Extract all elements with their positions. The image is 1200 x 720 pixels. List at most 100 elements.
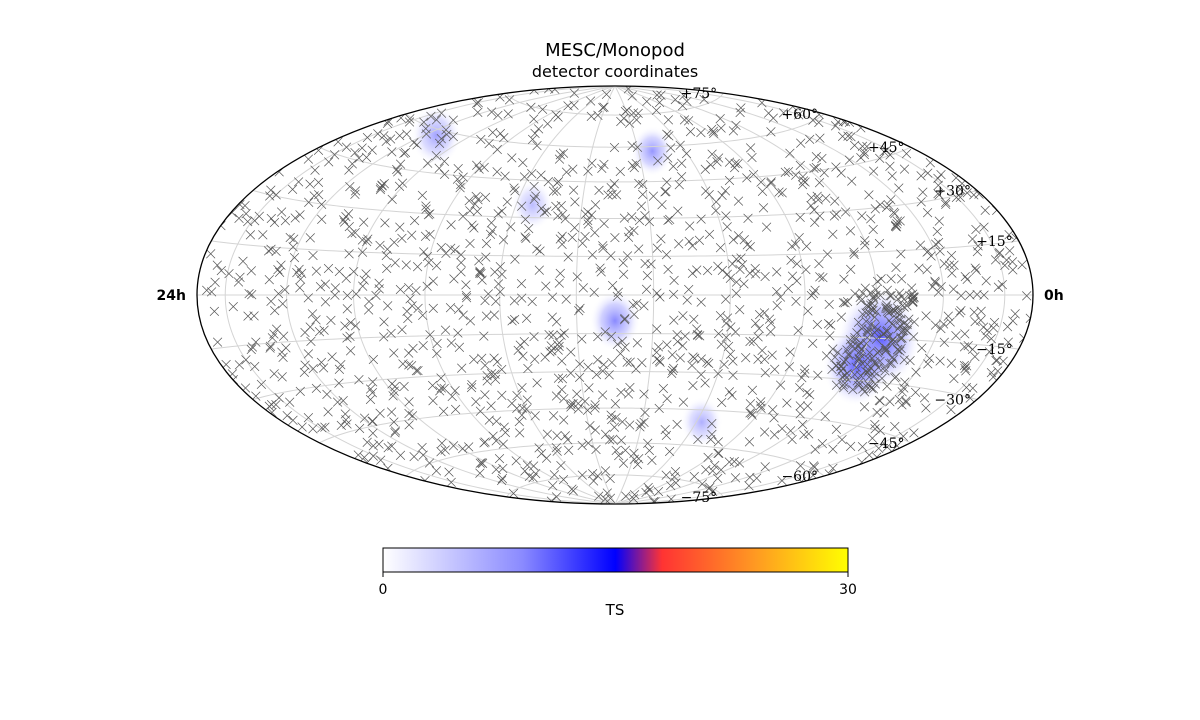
- event-marker: [587, 468, 598, 479]
- event-marker: [471, 98, 482, 108]
- event-marker: [374, 284, 384, 294]
- event-marker: [634, 244, 644, 254]
- event-marker: [368, 416, 378, 426]
- event-marker: [721, 318, 731, 328]
- event-marker: [795, 401, 805, 411]
- event-marker: [479, 162, 489, 173]
- event-marker: [424, 458, 435, 468]
- event-marker: [855, 349, 865, 359]
- event-marker: [759, 308, 770, 318]
- event-marker: [327, 352, 337, 362]
- event-marker: [723, 341, 734, 352]
- event-marker: [967, 234, 978, 244]
- event-marker: [646, 259, 656, 269]
- event-marker: [598, 102, 608, 113]
- event-marker: [855, 292, 865, 303]
- event-marker: [876, 274, 886, 284]
- event-marker: [486, 369, 497, 379]
- event-marker: [860, 283, 870, 293]
- event-marker: [713, 448, 723, 459]
- event-marker: [665, 214, 675, 225]
- event-marker: [480, 295, 490, 306]
- event-marker: [512, 390, 522, 401]
- event-marker: [777, 188, 787, 198]
- event-marker: [972, 246, 983, 257]
- event-marker: [350, 321, 361, 331]
- event-marker: [622, 357, 632, 367]
- event-marker: [943, 311, 953, 321]
- event-marker: [944, 260, 955, 270]
- event-marker: [345, 331, 355, 341]
- event-marker: [224, 268, 234, 279]
- event-marker: [993, 282, 1004, 292]
- event-marker: [404, 360, 414, 370]
- event-marker: [572, 389, 582, 399]
- ra-label-right: 0h: [1044, 288, 1064, 304]
- event-marker: [587, 158, 597, 168]
- event-marker: [340, 409, 350, 419]
- event-marker: [884, 200, 894, 211]
- event-marker: [993, 366, 1003, 376]
- event-marker: [320, 297, 331, 307]
- event-marker: [417, 442, 427, 453]
- event-marker: [716, 465, 726, 475]
- event-marker: [526, 102, 536, 112]
- event-marker: [932, 226, 942, 237]
- event-marker: [530, 128, 540, 139]
- event-marker: [320, 422, 330, 432]
- event-marker: [859, 147, 869, 157]
- event-marker: [899, 164, 910, 174]
- event-marker: [700, 378, 710, 388]
- event-marker: [794, 233, 804, 243]
- dec-label: +15°: [976, 234, 1013, 250]
- event-marker: [815, 133, 825, 143]
- event-marker: [674, 180, 684, 190]
- event-marker: [556, 200, 566, 211]
- event-marker: [970, 263, 980, 273]
- event-marker: [318, 363, 329, 373]
- event-marker: [387, 194, 397, 205]
- event-marker: [842, 368, 852, 379]
- event-marker: [542, 429, 553, 439]
- event-marker: [566, 347, 576, 357]
- event-marker: [961, 382, 972, 393]
- event-marker: [394, 181, 405, 191]
- event-marker: [475, 406, 486, 416]
- event-marker: [896, 334, 906, 344]
- grid-meridian: [224, 86, 612, 504]
- event-marker: [933, 237, 944, 248]
- event-marker: [670, 466, 681, 477]
- event-marker: [875, 153, 885, 164]
- event-marker: [890, 221, 901, 232]
- event-marker: [249, 311, 259, 321]
- event-marker: [490, 374, 501, 385]
- event-marker: [600, 429, 611, 439]
- event-marker: [432, 348, 442, 359]
- event-marker: [438, 406, 449, 416]
- event-marker: [418, 340, 428, 351]
- event-marker: [662, 177, 672, 187]
- grid-meridian: [353, 86, 613, 504]
- event-marker: [644, 445, 655, 456]
- event-marker: [606, 410, 616, 420]
- event-marker: [794, 110, 804, 120]
- event-marker: [532, 378, 542, 388]
- event-marker: [715, 311, 726, 321]
- event-marker: [962, 274, 972, 285]
- event-marker: [801, 264, 811, 275]
- event-marker: [527, 296, 537, 307]
- event-marker: [288, 242, 298, 252]
- event-marker: [782, 398, 792, 408]
- event-marker: [517, 201, 527, 211]
- event-marker: [583, 166, 593, 176]
- event-marker: [634, 215, 645, 226]
- event-marker: [361, 269, 371, 279]
- event-marker: [307, 309, 318, 319]
- event-marker: [960, 363, 970, 374]
- event-marker: [508, 488, 519, 499]
- event-marker: [852, 376, 862, 386]
- event-marker: [500, 171, 510, 181]
- event-marker: [322, 389, 332, 400]
- event-marker: [677, 101, 688, 111]
- event-marker: [547, 292, 558, 302]
